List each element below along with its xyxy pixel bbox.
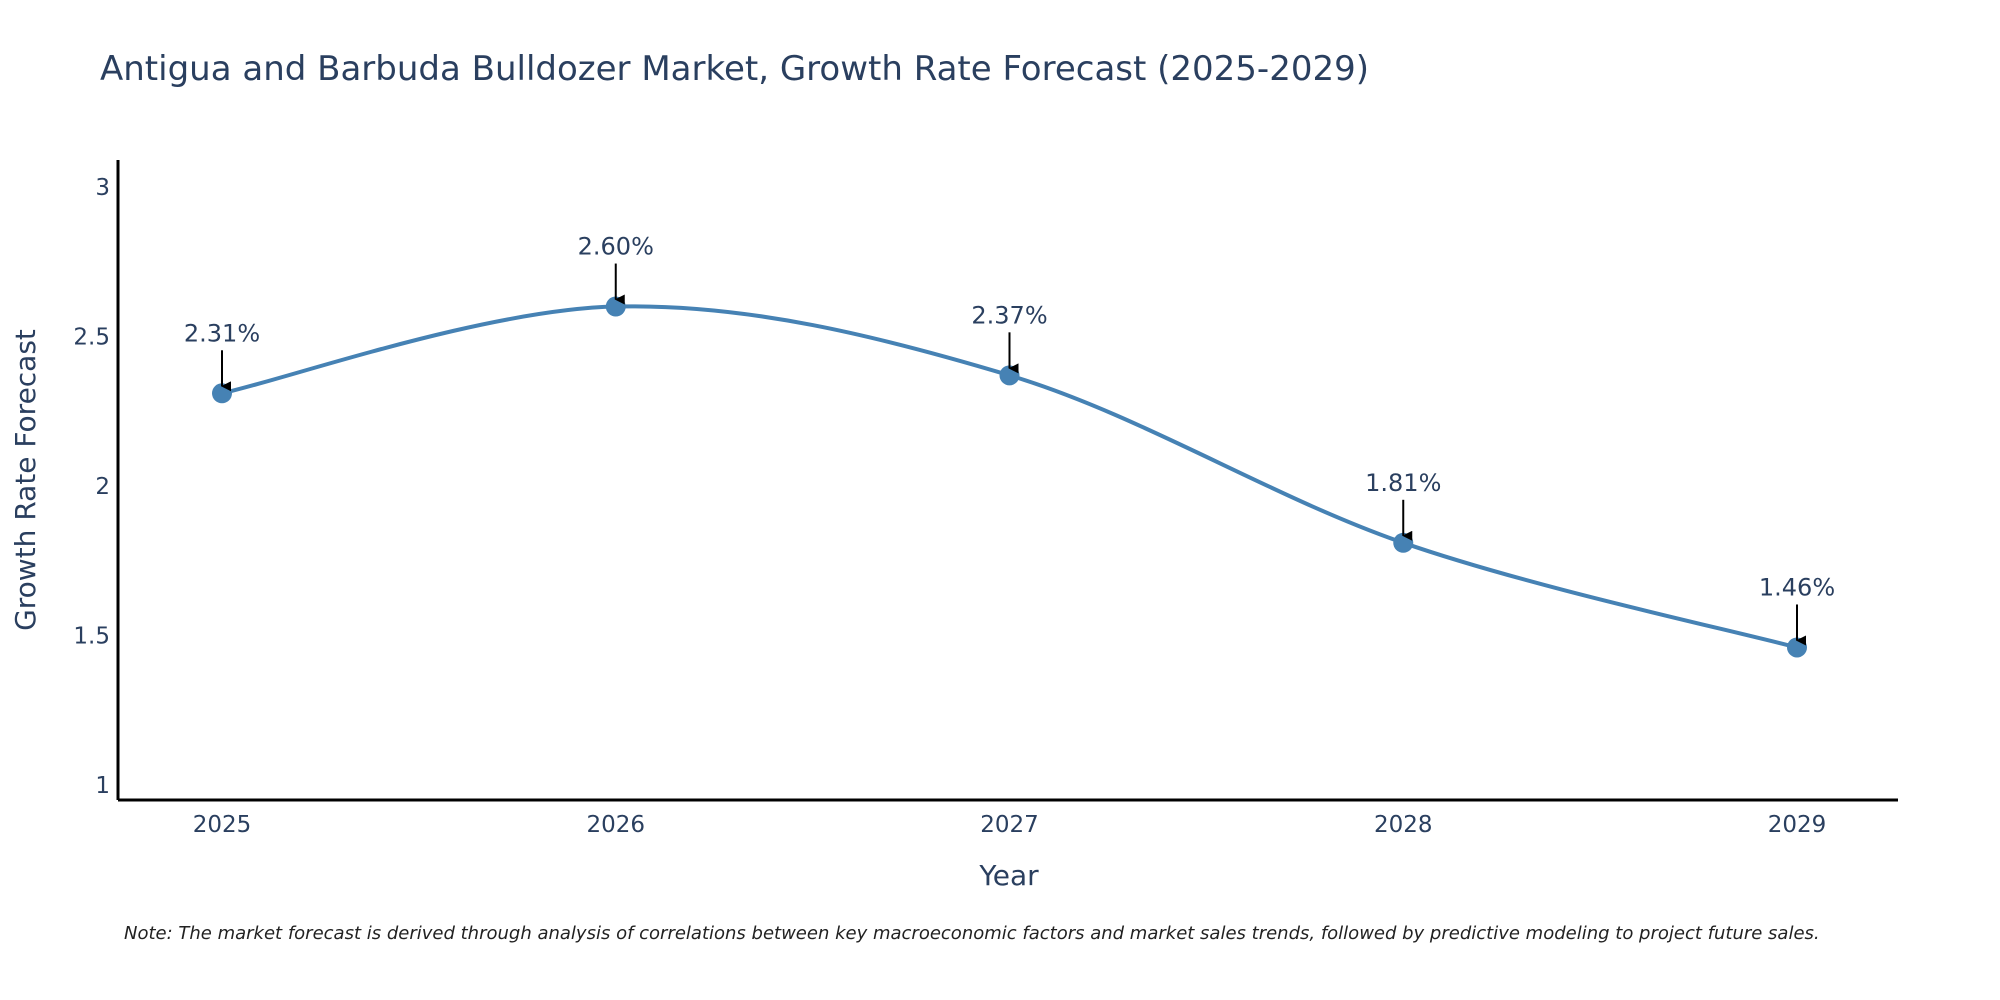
x-tick-label: 2027 <box>980 812 1039 838</box>
x-tick-label: 2029 <box>1768 812 1827 838</box>
y-tick-label: 1.5 <box>73 624 110 650</box>
y-tick-label: 3 <box>95 175 110 201</box>
x-axis-ticks: 2025 2026 2027 2028 2029 <box>193 812 1827 838</box>
forecast-note: Note: The market forecast is derived thr… <box>124 923 1820 944</box>
x-axis-title: Year <box>978 859 1039 892</box>
data-label: 1.46% <box>1759 573 1835 601</box>
data-label: 2.31% <box>184 319 260 347</box>
y-axis-ticks: 1 1.5 2 2.5 3 <box>73 175 110 799</box>
y-tick-label: 1 <box>95 773 110 799</box>
data-label: 1.81% <box>1365 469 1441 497</box>
x-tick-label: 2026 <box>586 812 645 838</box>
data-label: 2.37% <box>971 301 1047 329</box>
y-tick-label: 2.5 <box>73 324 110 350</box>
data-annotations: 2.31% 2.60% 2.37% 1.81% 1.46% <box>184 233 1835 646</box>
x-tick-label: 2028 <box>1374 812 1433 838</box>
y-axis-title: Growth Rate Forecast <box>9 329 42 631</box>
chart-title: Antigua and Barbuda Bulldozer Market, Gr… <box>100 49 1369 89</box>
x-tick-label: 2025 <box>193 812 252 838</box>
data-label: 2.60% <box>578 233 654 261</box>
y-tick-label: 2 <box>95 474 110 500</box>
